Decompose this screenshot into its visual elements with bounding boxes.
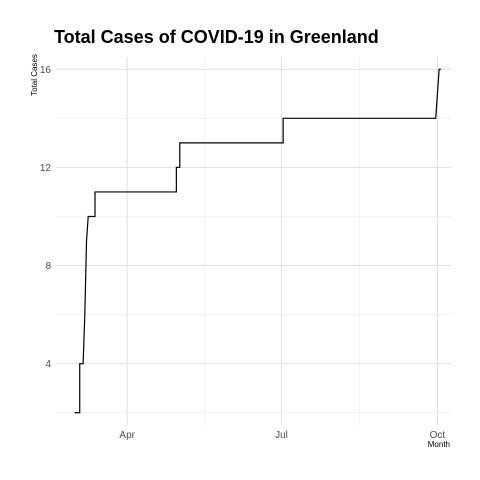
chart-title: Total Cases of COVID-19 in Greenland — [54, 27, 379, 47]
y-tick-label: 4 — [45, 359, 51, 370]
x-axis-ticks: Apr Jul Oct — [119, 430, 445, 441]
minor-gridlines — [56, 57, 451, 425]
major-gridlines — [56, 57, 451, 425]
series-layer — [74, 68, 441, 414]
x-tick-label: Jul — [275, 430, 288, 441]
y-axis-label: Total Cases — [30, 54, 39, 96]
x-tick-label: Oct — [430, 430, 446, 441]
y-tick-label: 8 — [45, 261, 51, 272]
y-axis-ticks: 4 8 12 16 — [40, 65, 52, 370]
x-tick-label: Apr — [119, 430, 135, 441]
x-axis-label: Month — [428, 440, 450, 449]
series-line-total-cases — [74, 68, 441, 414]
y-tick-label: 12 — [40, 163, 52, 174]
y-tick-label: 16 — [40, 65, 52, 76]
